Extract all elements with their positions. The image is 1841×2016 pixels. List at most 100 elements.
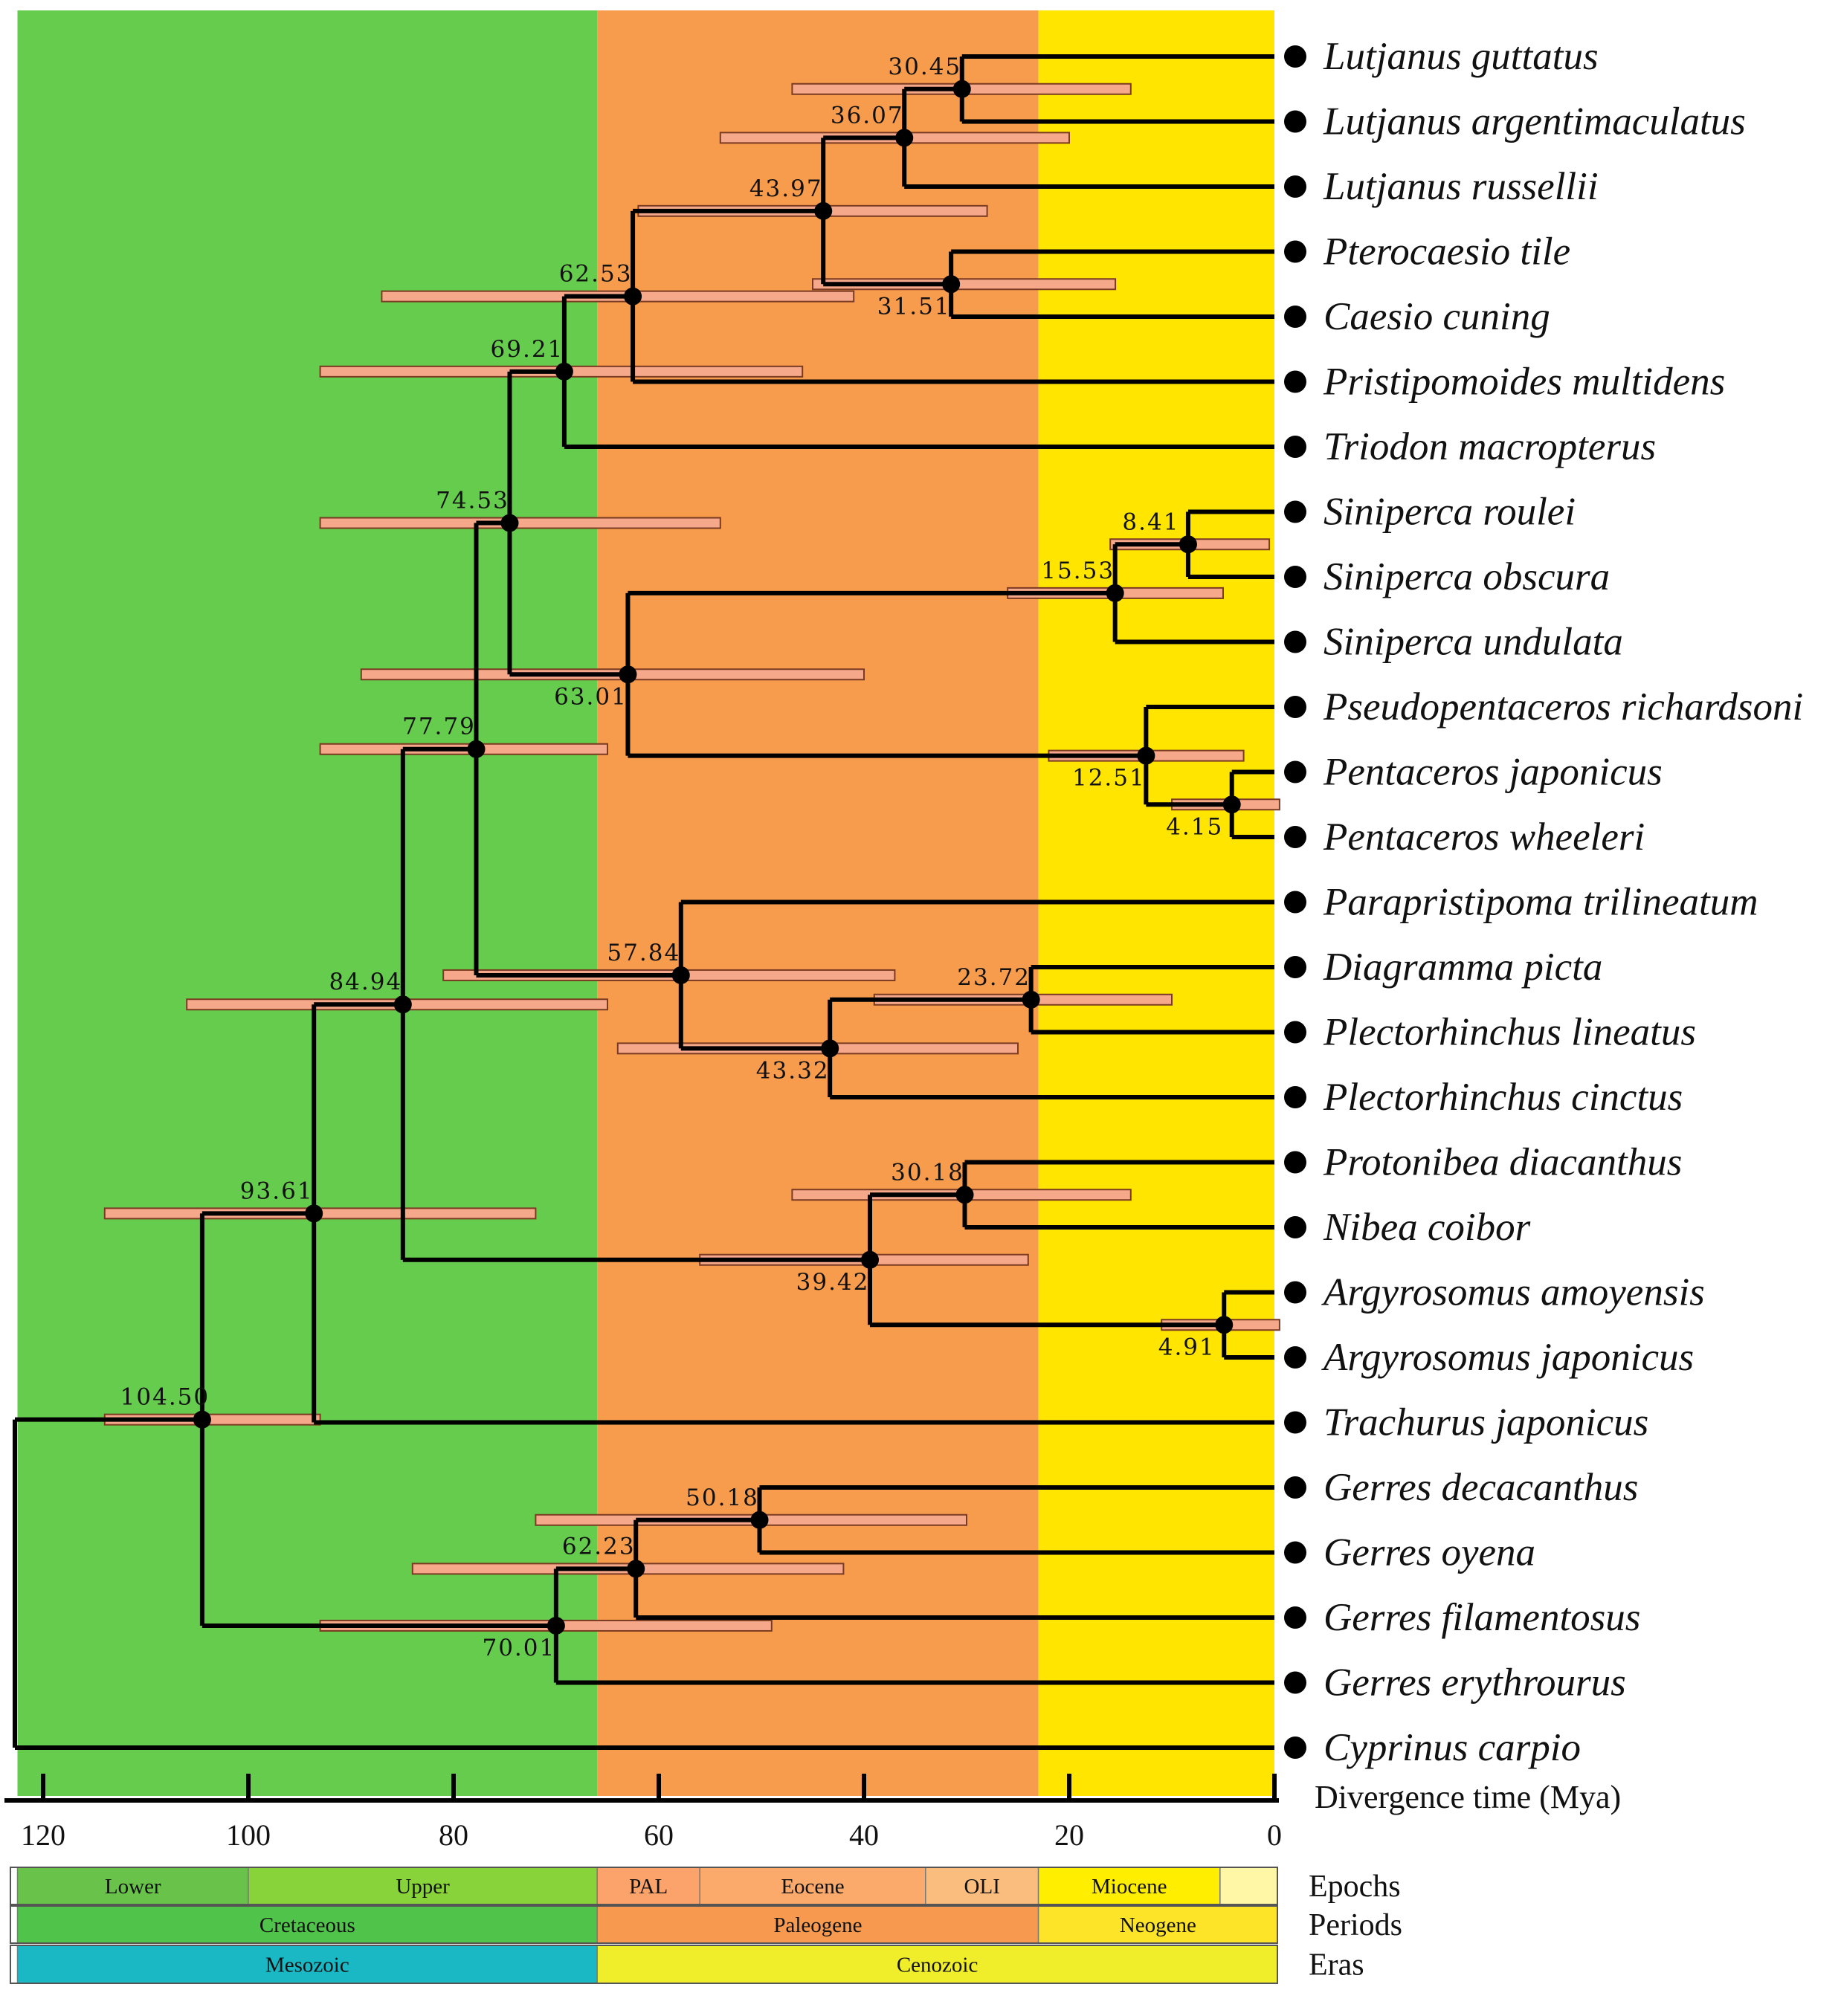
timescale-epochs-segment — [699, 1867, 926, 1905]
timescale-periods-frame — [10, 1905, 1278, 1944]
timescale-epochs-label: Eocene — [781, 1875, 844, 1899]
hpd-bar-n3 — [812, 278, 1117, 291]
tip-label: Pseudopentaceros richardsoni — [1323, 685, 1803, 728]
node-age-n7: 8.41 — [1122, 508, 1179, 535]
tip-label: Nibea coibor — [1323, 1206, 1531, 1249]
node-dot-n9 — [1222, 795, 1241, 814]
time-axis: Divergence time (Mya) 120 100 80 60 40 20 0 — [4, 1774, 1621, 1852]
node-dot-n24 — [547, 1616, 565, 1635]
tip-label: Siniperca roulei — [1323, 491, 1576, 534]
tip-dot — [1284, 436, 1306, 458]
node-age-n2: 36.07 — [831, 102, 904, 129]
node-age-n19: 39.42 — [796, 1269, 870, 1296]
tip-label: Gerres decacanthus — [1323, 1466, 1638, 1509]
timescale-eras-label: Mesozoic — [265, 1954, 349, 1977]
tip-dot — [1284, 1411, 1306, 1434]
hpd-bar-n12 — [319, 517, 721, 529]
node-age-n13: 23.72 — [957, 964, 1031, 991]
tip-dot — [1284, 826, 1306, 848]
node-dot-n20 — [393, 995, 412, 1014]
tip-label: Caesio cuning — [1323, 295, 1550, 338]
node-age-n10: 12.51 — [1072, 765, 1146, 792]
node-age-n20: 84.94 — [329, 969, 402, 995]
timescale-periods-label: Cretaceous — [259, 1913, 355, 1937]
tip-dot — [1284, 500, 1306, 523]
node-dot-n11 — [619, 665, 637, 684]
node-age-n11: 63.01 — [554, 683, 628, 710]
tip-dot — [1284, 760, 1306, 784]
node-age-n8: 15.53 — [1041, 558, 1115, 584]
timescale-periods-segment — [596, 1905, 1039, 1944]
node-dot-n25 — [193, 1410, 211, 1429]
tip-dot — [1284, 1606, 1306, 1629]
node-dot-n1 — [952, 80, 971, 98]
tree-branches — [13, 54, 1274, 1750]
tip-label: Parapristipoma trilineatum — [1323, 881, 1758, 924]
timescale-periods-segment — [1037, 1905, 1278, 1944]
node-age-n9: 4.15 — [1166, 813, 1223, 840]
geologic-timescale: Epochs Periods Eras Lower Upper PAL Eocene O… — [10, 1867, 1402, 1984]
tip-label: Lutjanus guttatus — [1323, 35, 1599, 78]
periods-label: Periods — [1309, 1908, 1402, 1942]
tip-dot — [1284, 370, 1306, 393]
node-dot-n3 — [942, 275, 961, 294]
node-dot-n22 — [750, 1511, 769, 1529]
timescale-eras-frame — [10, 1945, 1278, 1984]
tip-dot — [1284, 891, 1306, 914]
timescale-epochs-label: Miocene — [1092, 1875, 1167, 1899]
tip-dot — [1284, 240, 1306, 263]
tip-label: Siniperca obscura — [1323, 555, 1610, 598]
tip-label: Plectorhinchus lineatus — [1323, 1011, 1696, 1054]
timescale-epochs-label: Lower — [105, 1875, 161, 1899]
timescale-epochs-segment — [1037, 1867, 1221, 1905]
node-age-n18: 4.91 — [1158, 1334, 1216, 1360]
node-dot-n6 — [555, 362, 573, 381]
node-age-n22: 50.18 — [686, 1484, 759, 1511]
tip-dot — [1284, 1476, 1306, 1499]
tip-dot — [1284, 1671, 1306, 1694]
node-dot-n10 — [1137, 746, 1155, 765]
node-age-n17: 30.18 — [891, 1159, 964, 1186]
eras-label: Eras — [1309, 1948, 1364, 1983]
axis-tick-label: 20 — [1054, 1818, 1084, 1852]
tip-label: Triodon macropterus — [1323, 425, 1656, 468]
axis-title: Divergence time (Mya) — [1315, 1779, 1621, 1815]
node-dot-n19 — [861, 1250, 880, 1269]
tip-dot — [1284, 630, 1306, 653]
timescale-epochs-label: OLI — [964, 1875, 1000, 1899]
axis-tick-label: 60 — [644, 1818, 674, 1852]
tip-label: Pentaceros japonicus — [1323, 751, 1663, 794]
node-age-n5: 62.53 — [559, 261, 633, 288]
node-age-n16: 77.79 — [402, 714, 476, 740]
node-dot-n4 — [814, 201, 833, 220]
tip-label: Lutjanus argentimaculatus — [1323, 100, 1746, 143]
tip-dot — [1284, 1281, 1306, 1304]
tip-label: Argyrosomus japonicus — [1321, 1336, 1694, 1379]
tip-dot — [1284, 1346, 1306, 1369]
tip-label: Diagramma picta — [1323, 946, 1602, 989]
timescale-epochs-frame — [10, 1867, 1278, 1905]
node-age-n24: 70.01 — [482, 1635, 555, 1661]
node-age-n23: 62.23 — [562, 1533, 636, 1560]
tip-dot — [1284, 1736, 1306, 1759]
node-dot-n13 — [1022, 990, 1040, 1009]
timescale-periods-segment — [16, 1905, 598, 1944]
tip-label: Plectorhinchus cinctus — [1323, 1076, 1683, 1119]
node-dot-n2 — [895, 129, 914, 147]
tip-label: Pterocaesio tile — [1323, 230, 1570, 274]
node-dot-n15 — [671, 966, 690, 984]
timescale-periods-label: Paleogene — [773, 1913, 862, 1937]
timescale-epochs-label: PAL — [629, 1875, 668, 1899]
axis-tick-label: 100 — [226, 1818, 271, 1852]
timescale-eras-label: Cenozoic — [897, 1954, 978, 1977]
tip-dot — [1284, 696, 1306, 718]
tip-dot — [1284, 1151, 1306, 1174]
tip-label: Pentaceros wheeleri — [1323, 815, 1645, 859]
node-age-labels: 30.45 36.07 31.51 43.97 62.53 69.21 8.41 15.53 4… — [120, 54, 1223, 1661]
node-dots — [193, 80, 1241, 1635]
tip-dot — [1284, 1541, 1306, 1564]
node-dot-n23 — [627, 1560, 645, 1578]
node-age-n1: 30.45 — [888, 54, 961, 80]
node-dot-n14 — [821, 1039, 839, 1058]
